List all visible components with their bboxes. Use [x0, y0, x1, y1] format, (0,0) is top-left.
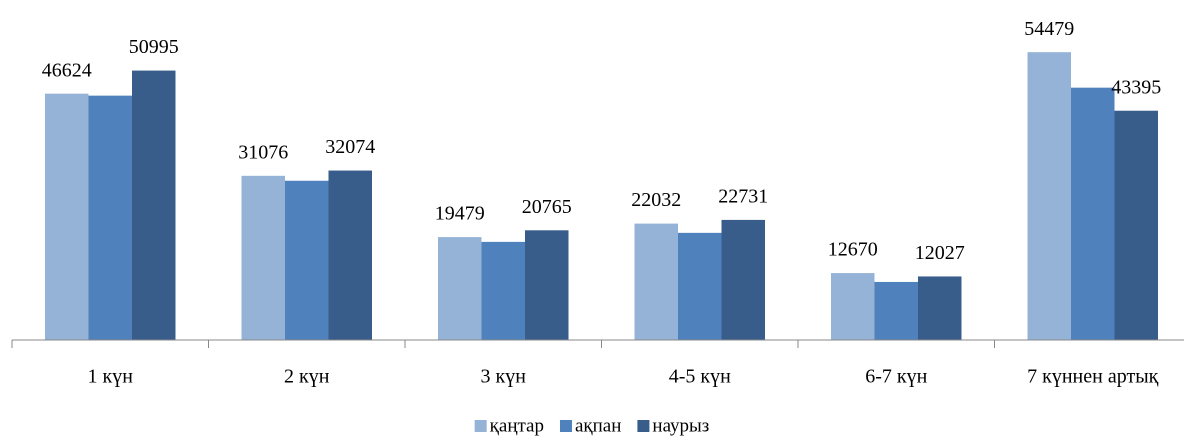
data-label: 46624 — [42, 59, 92, 81]
bar — [45, 93, 89, 341]
bar — [874, 281, 918, 340]
bar — [918, 276, 962, 340]
bar — [1071, 87, 1115, 340]
data-label: 12670 — [828, 239, 878, 261]
bar — [328, 170, 372, 340]
legend-label: қаңтар — [490, 415, 544, 436]
legend-label: наурыз — [652, 415, 709, 436]
bar — [1114, 110, 1158, 340]
data-label: 22731 — [718, 185, 768, 207]
bar — [831, 273, 875, 340]
bar — [438, 237, 482, 340]
data-label: 22032 — [631, 189, 681, 211]
bar — [678, 232, 722, 340]
data-label: 43395 — [1111, 76, 1161, 98]
bar — [481, 241, 525, 340]
x-tick-label: 4-5 күн — [669, 366, 731, 388]
bar — [241, 175, 285, 340]
data-label: 20765 — [522, 196, 572, 218]
legend-swatch — [474, 420, 487, 432]
bar — [132, 70, 176, 340]
data-label: 12027 — [915, 242, 965, 264]
x-tick-label: 7 күннен артық — [1027, 366, 1158, 388]
x-tick-label: 1 күн — [88, 366, 134, 388]
data-label: 31076 — [238, 141, 288, 163]
data-label: 50995 — [129, 36, 179, 58]
bar — [634, 223, 678, 340]
data-label: 32074 — [325, 136, 375, 158]
bar — [285, 180, 329, 340]
legend-swatch — [559, 420, 572, 432]
bar — [88, 95, 132, 340]
data-label: 54479 — [1024, 18, 1074, 40]
legend-label: ақпан — [575, 415, 621, 436]
bar — [721, 219, 765, 340]
x-tick-label: 3 күн — [481, 366, 527, 388]
bar — [1027, 52, 1071, 341]
data-label: 19479 — [435, 203, 485, 225]
legend-swatch — [637, 420, 650, 432]
bar — [525, 230, 569, 340]
x-tick-label: 6-7 күн — [865, 366, 927, 388]
x-tick-label: 2 күн — [284, 366, 330, 388]
